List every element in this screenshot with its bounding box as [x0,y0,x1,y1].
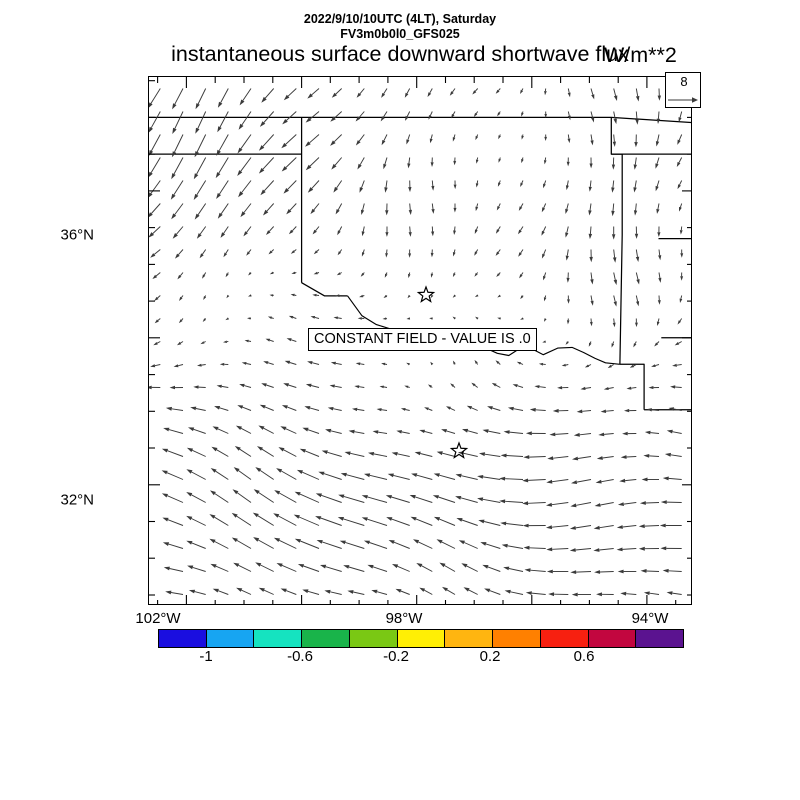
colorbar-tick-label: 0.2 [479,648,501,665]
vector-reference-key: 8 [665,72,701,108]
colorbar-segment-3 [302,630,350,647]
axis-ticks [149,77,691,604]
colorbar-segment-5 [397,630,446,647]
colorbar-segment-6 [445,630,494,647]
colorbar-segment-1 [206,630,255,647]
station-markers [416,285,469,459]
x-axis-tick-label: 98°W [385,610,423,627]
colorbar-tick-label: -1 [199,648,213,665]
y-axis-tick-label: 32°N [60,491,94,509]
colorbar-segment-10 [636,630,684,647]
colorbar-tick-label: -0.6 [287,648,313,665]
colorbar-segment-7 [493,630,541,647]
vector-key-value: 8 [680,74,688,89]
header-timestamp: 2022/9/10/10UTC (4LT), Saturday [303,12,497,26]
colorbar-segment-8 [540,630,589,647]
colorbar-tick-label: 0.6 [573,648,595,665]
right-arrow-icon [668,97,698,103]
page-title: instantaneous surface downward shortwave… [171,42,629,66]
y-axis-tick-label: 36°N [60,226,94,244]
colorbar-tick-label: -0.2 [383,648,409,665]
wind-vector-field [149,88,684,597]
x-axis-tick-label: 102°W [135,610,181,627]
header-model-id: FV3m0b0l0_GFS025 [340,27,460,41]
colorbar-segment-9 [588,630,637,647]
constant-field-annotation: CONSTANT FIELD - VALUE IS .0 [308,328,537,351]
colorbar-segment-2 [254,630,303,647]
map-vector-layer [149,77,691,604]
colorbar-segment-4 [349,630,398,647]
colorbar-segment-0 [159,630,207,647]
colorbar [158,629,684,648]
x-axis-tick-label: 94°W [631,610,669,627]
map-plot-area [148,76,692,605]
units-label: W/m**2 [604,43,677,67]
